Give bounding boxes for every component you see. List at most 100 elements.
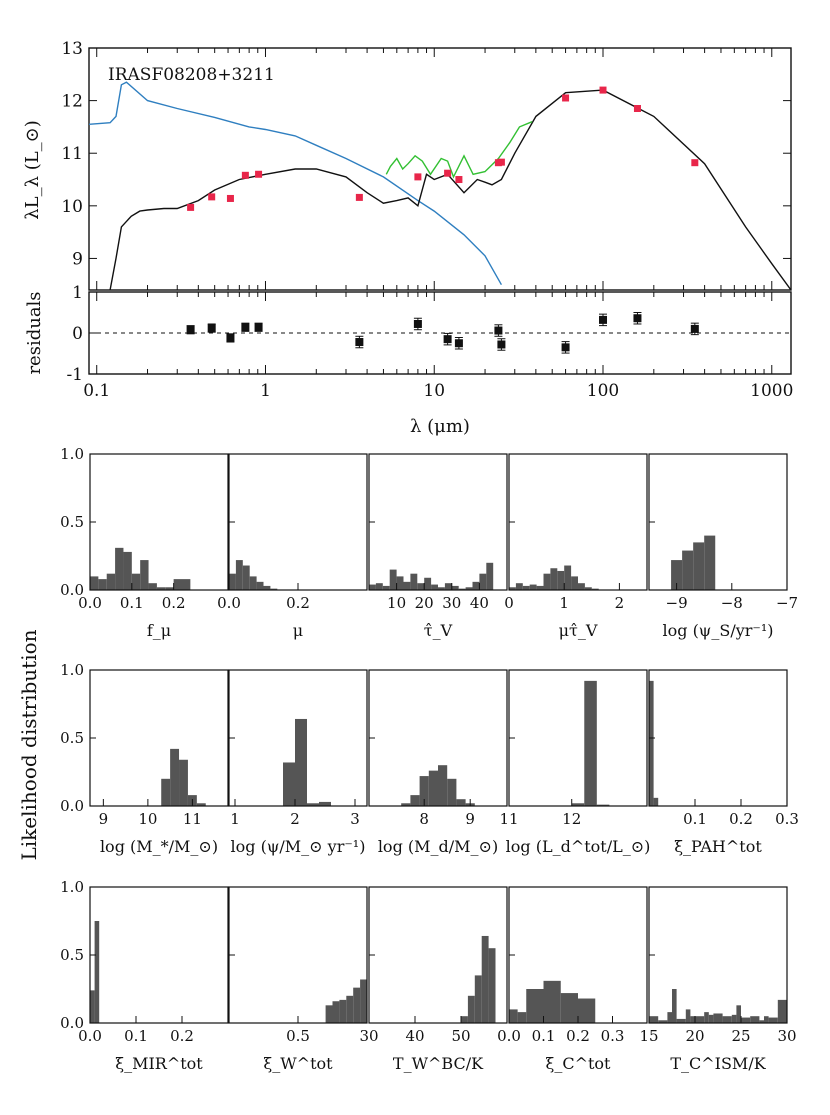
hist-bar [564, 565, 572, 590]
hist-bar [447, 778, 457, 806]
hist-ytick-label: 0.5 [60, 729, 84, 747]
hist-bar [741, 1017, 751, 1023]
hist-bar [161, 778, 171, 806]
hist-frame [648, 669, 788, 807]
residual-point [561, 343, 570, 352]
hist-bar [98, 579, 107, 590]
hist-xtick-label: 8 [419, 810, 429, 828]
object-label: IRASF08208+3211 [108, 65, 275, 85]
hist-bar [263, 585, 271, 590]
hist-bar [550, 568, 558, 590]
sed-observation-point [187, 203, 195, 211]
hist-panel: 1 2 3 log (ψ/M_⊙ yr⁻¹) [228, 669, 368, 856]
hist-bar [438, 765, 448, 806]
hist-bar [695, 1016, 705, 1023]
hist-xtick-label: 10 [138, 810, 157, 828]
residuals-panel: -1 0 1 0.1 1 10 100 1000 residuals λ (μm) [24, 283, 793, 437]
hist-bar [713, 1013, 723, 1023]
sed-observation-point [455, 176, 463, 184]
hist-bar [481, 935, 489, 1023]
hist-xtick-label: 0.0 [497, 1027, 521, 1045]
hist-xtick-label: 2 [290, 810, 300, 828]
hist-bar [509, 1009, 518, 1023]
hist-panel: 0.0 0.2 μ [217, 453, 368, 640]
hist-bar [123, 551, 132, 590]
sed-xlabel: λ (μm) [410, 416, 470, 437]
hist-bar [517, 1012, 527, 1023]
hist-bar [170, 748, 180, 806]
hist-ytick-label: 0.0 [60, 581, 84, 599]
residual-point [207, 324, 216, 333]
sed-ticks: 9 10 11 12 13 [61, 39, 791, 290]
hist-bar [529, 584, 537, 590]
hist-bar [431, 584, 438, 590]
hist-xtick-label: 0.3 [601, 1027, 625, 1045]
hist-bar [571, 803, 585, 806]
hist-bar [115, 547, 124, 590]
hist-bar [708, 1014, 714, 1023]
hist-frame [648, 886, 788, 1024]
hist-bar [536, 585, 544, 590]
sed-xtick-label: 1000 [750, 381, 793, 401]
hist-bar [474, 975, 482, 1023]
residuals-ticks: -1 0 1 0.1 1 10 100 1000 [66, 283, 793, 401]
hist-xtick-label: 1 [230, 810, 240, 828]
hist-bar [339, 999, 347, 1023]
hist-xtick-label: 0.2 [286, 594, 310, 612]
hist-xtick-label: 0.0 [217, 594, 241, 612]
hist-xlabel: μτ̂_V [559, 621, 598, 640]
hist-bar [410, 795, 420, 806]
hist-xlabel: τ̂_V [424, 621, 453, 640]
residual-point [454, 339, 463, 348]
hist-bar [165, 587, 174, 590]
hist-bar [653, 797, 659, 806]
hist-panel: 0 1 2 μτ̂_V [504, 453, 648, 640]
sed-xtick-label: 10 [423, 381, 445, 401]
sed-panel: 9 10 11 12 13 IRASF08208+3211 λL_λ (L_⊙) [22, 39, 792, 291]
hist-xtick-label: 20 [685, 1027, 704, 1045]
sed-xtick-label: 0.1 [83, 381, 110, 401]
hist-bar [156, 587, 166, 590]
hist-xtick-label: 0.2 [170, 1027, 194, 1045]
hist-bar [332, 1001, 340, 1023]
sed-ytick-label: 13 [61, 39, 83, 59]
hist-bar [649, 680, 654, 806]
hist-bar [515, 583, 523, 590]
hist-bar [522, 585, 530, 590]
hist-xtick-label: 30 [442, 594, 461, 612]
hist-bar [94, 921, 100, 1023]
hist-xtick-label: 12 [562, 810, 581, 828]
hist-ytick-label: 0.5 [60, 946, 84, 964]
hist-panel: 8 9 log (M_d/M_⊙) [368, 669, 508, 856]
residual-point [186, 325, 195, 334]
hist-xlabel: T_C^ISM/K [670, 1054, 766, 1073]
hist-bar [486, 562, 494, 590]
sed-observation-point [255, 170, 263, 178]
hist-bar [509, 587, 516, 590]
hist-bar [419, 776, 429, 806]
hist-bar [451, 585, 459, 590]
hist-bar [672, 989, 677, 1023]
hist-xtick-label: 10 [387, 594, 406, 612]
hist-bar [369, 584, 376, 590]
hist-bar [242, 565, 250, 590]
hist-bar [704, 1012, 709, 1023]
hist-frame [508, 669, 648, 807]
hist-bar [456, 799, 466, 806]
hist-bar [131, 573, 141, 590]
hist-bar [736, 1005, 741, 1023]
residual-points [186, 312, 699, 354]
hist-xlabel: f_μ [147, 621, 171, 640]
hist-frame [89, 669, 229, 807]
hist-xtick-label: 0.0 [78, 1027, 102, 1045]
sed-ylabel: λL_λ (L_⊙) [22, 120, 43, 220]
hist-xlabel: log (M_d/M_⊙) [378, 837, 498, 856]
hist-bar [676, 1018, 686, 1023]
hist-xlabel: ξ_PAH^tot [674, 837, 762, 856]
hist-ytick-label: 0.0 [60, 1014, 84, 1032]
hist-panel: 0.1 0.2 0.3 ξ_PAH^tot [648, 669, 799, 856]
hist-bar [731, 1014, 737, 1023]
hist-bar [428, 770, 438, 806]
hist-bar [389, 569, 397, 590]
